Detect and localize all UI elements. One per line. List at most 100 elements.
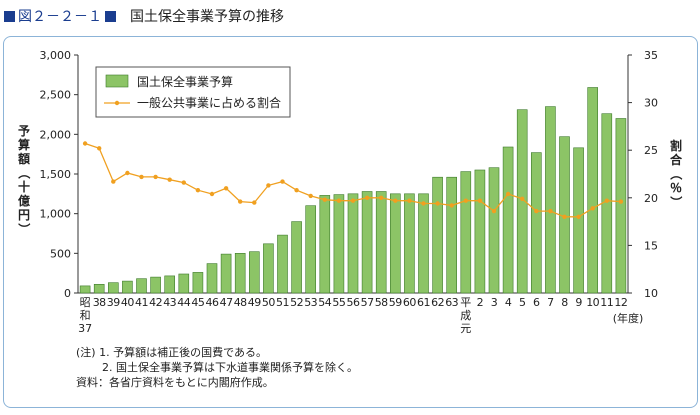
x-tick-label: 44 [177,296,190,309]
title-square-icon [105,11,116,22]
share-point [209,191,215,197]
share-point [153,174,158,180]
share-point [604,198,609,203]
title-square-icon [4,11,15,22]
x-tick-label: 5 [519,296,526,309]
x-tick-label: 39 [107,296,120,309]
share-point [379,195,384,200]
x-tick-label: 45 [191,296,204,309]
x-tick-label: 8 [561,296,568,309]
x-tick-label: 62 [431,296,444,309]
source-note: 資料：各省庁資料をもとに内閣府作成。 [76,376,274,389]
bar [206,263,218,294]
y-right-axis-label: 合 [670,152,683,167]
bar [192,272,204,294]
y-left-axis-label: （ [17,167,32,179]
share-point [294,188,299,193]
share-point [491,208,497,214]
x-tick-label: 46 [206,296,219,309]
y-right-axis-label: 割 [670,138,682,153]
y-right-tick-label: 30 [644,97,658,110]
x-tick-label: 42 [149,296,162,309]
legend-bar-swatch [105,74,129,88]
share-point [477,198,483,203]
share-point [280,179,285,184]
y-left-axis-label: 億 [18,193,30,208]
bar [79,285,91,294]
bar [234,253,246,294]
x-tick-label: 53 [304,296,317,309]
x-tick-label: 38 [93,296,106,309]
share-point [534,208,539,214]
legend-line-marker [114,100,120,106]
y-left-axis-label: 算 [18,137,30,152]
bar [347,193,359,294]
bar [263,243,274,294]
share-point [238,199,243,204]
x-tick-label: 54 [318,296,331,309]
x-tick-label: 2 [477,296,484,309]
share-point [252,200,257,205]
bar [305,205,317,294]
share-point [111,179,116,184]
bar [375,191,387,294]
x-tick-label: 平成元 [460,296,471,335]
y-left-axis-label: 十 [18,179,30,194]
x-tick-label: 60 [403,296,416,309]
bar [404,193,415,294]
x-tick-label: 55 [332,296,345,309]
share-point [181,180,186,185]
x-tick-label: 49 [248,296,261,309]
y-left-tick-label: 1,500 [40,168,72,181]
x-tick-label: 40 [121,296,134,309]
x-tick-label: 59 [389,296,402,309]
bar [502,146,514,294]
share-point [590,206,595,211]
x-tick-label: 47 [220,296,233,309]
x-tick-label: 10 [586,296,599,309]
bar [460,171,472,294]
bar [601,113,613,294]
y-left-tick-label: 500 [50,247,71,260]
share-point [350,198,356,203]
y-right-axis-label: （ [669,168,684,180]
bar [164,275,175,294]
x-unit-label: (年度) [613,311,644,325]
y-left-axis-label: 額 [17,151,30,166]
share-point [463,198,468,203]
x-tick-label: 56 [347,296,360,309]
y-left-axis-label: ） [17,223,32,235]
share-point [548,208,553,214]
bar [418,193,429,294]
y-left-tick-label: 2,500 [40,89,72,102]
x-tick-label: 43 [163,296,176,309]
y-right-axis-label: ） [669,196,684,208]
share-point [195,188,201,193]
share-point [364,195,370,200]
bar [333,194,345,294]
bar [291,221,302,294]
x-tick-label: 7 [547,296,554,309]
share-point [336,198,342,203]
bar [319,195,331,294]
legend-line-label: 一般公共事業に占める割合 [137,95,281,110]
share-point [505,191,511,197]
chart-notes: (注) 1. 予算額は補正後の国費である。 2. 国土保全事業予算は下水道事業関… [76,345,358,390]
x-tick-label: 52 [290,296,303,309]
share-point [322,197,327,202]
figure-title-text: 国土保全事業予算の推移 [130,9,284,25]
y-right-tick-label: 20 [644,192,658,205]
x-tick-label: 9 [575,296,582,309]
x-tick-label: 61 [417,296,430,309]
share-point [97,146,102,151]
share-point [266,183,271,188]
y-right-axis-label: ％ [670,181,682,195]
share-point [139,174,144,180]
bar [446,176,458,294]
y-right-tick-label: 35 [644,49,658,62]
y-left-tick-label: 3,000 [40,49,72,62]
bar [488,167,500,294]
bar [530,152,542,294]
share-point [435,201,440,206]
